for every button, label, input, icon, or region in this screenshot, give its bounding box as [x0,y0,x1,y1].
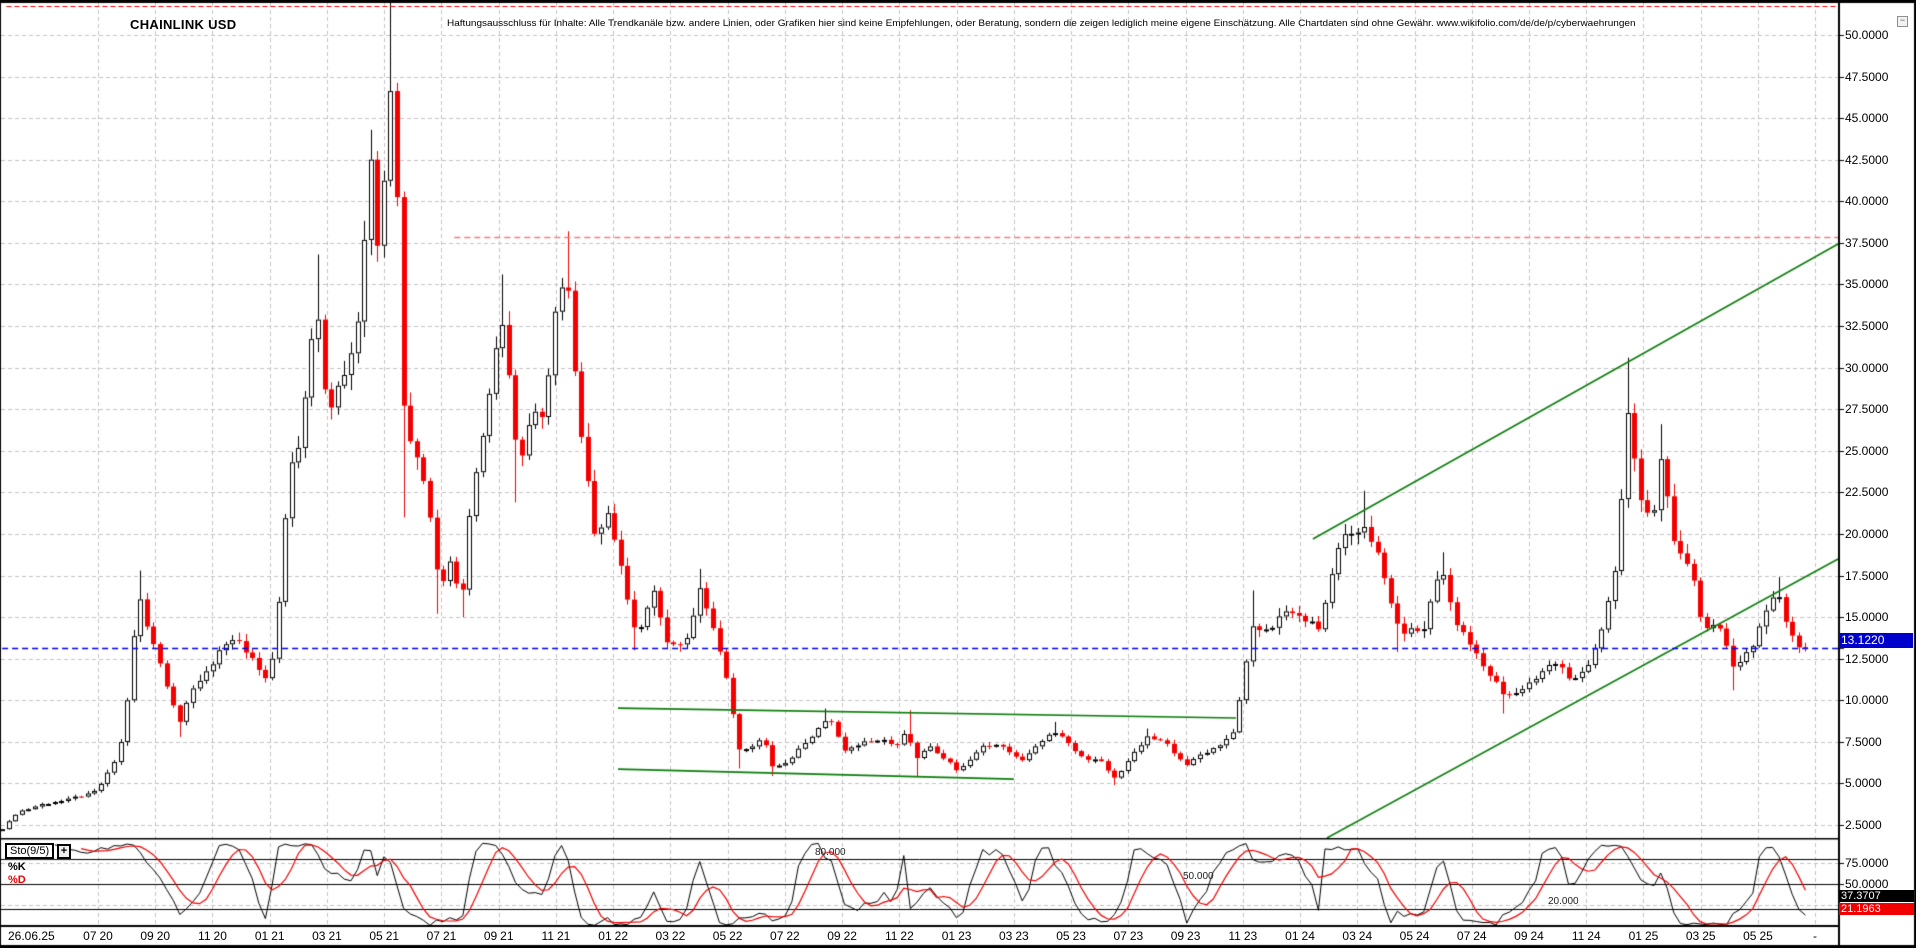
sto-d-legend: %D [8,874,26,886]
date-axis-label: 07 23 [1113,929,1144,943]
sto-level-label: 20.000 [1548,896,1579,907]
price-axis-label: 35.0000 [1845,277,1889,292]
date-axis-label: 05 22 [712,929,743,943]
date-axis-label: 01 21 [254,929,285,943]
price-axis-label: 10.0000 [1845,693,1889,708]
price-axis-label: 20.0000 [1845,526,1889,541]
price-axis-label: 2.5000 [1845,818,1882,832]
date-axis-label: 11 23 [1228,929,1258,943]
date-axis-label: 03 24 [1342,929,1373,943]
date-axis-label: 05 23 [1056,929,1086,943]
price-axis-label: 5.0000 [1845,776,1882,791]
price-axis-label: 17.5000 [1845,568,1889,583]
collapse-pane-icon[interactable]: − [1897,16,1908,27]
date-axis-label: 11 24 [1571,929,1601,943]
sto-level-label: 50.000 [1183,871,1214,882]
date-axis-label: 03 25 [1685,929,1716,943]
date-axis-label: 11 21 [541,929,571,943]
sto-k-legend: %K [8,861,26,873]
sto-axis-label: 75.0000 [1845,856,1889,870]
date-axis-label: 07 22 [770,929,800,943]
date-axis-label: 09 23 [1170,929,1201,943]
price-axis-label: 7.5000 [1845,734,1882,749]
date-axis-label: 01 23 [941,929,972,943]
date-axis-label: 07 20 [83,929,113,943]
price-axis-label: 47.5000 [1845,69,1889,84]
date-axis-label: 01 25 [1628,929,1659,943]
current-price-badge: 13.1220 [1839,633,1913,648]
disclaimer-text: Haftungsausschluss für Inhalte: Alle Tre… [447,18,1636,29]
date-axis-label: 05 25 [1743,929,1773,943]
date-axis-label: 11 20 [198,929,227,943]
date-axis-label: 09 21 [483,929,514,943]
price-axis-label: 15.0000 [1845,610,1889,625]
price-axis-label: 50.0000 [1845,28,1889,42]
date-axis-label: 01 22 [598,929,629,943]
date-axis-label: 05 21 [369,929,400,943]
date-axis-label: 11 22 [884,929,914,943]
chart-title: CHAINLINK USD [130,17,237,32]
date-axis-end-label: - [1813,929,1817,943]
price-axis-label: 12.5000 [1845,651,1889,666]
price-axis-label: 32.5000 [1845,319,1889,334]
price-axis-label: 37.5000 [1845,235,1889,250]
sto-d-value-badge: 21.1963 [1839,903,1914,915]
date-axis-label: 01 24 [1285,929,1315,943]
price-axis-label: 42.5000 [1845,152,1889,167]
date-axis-label: 09 20 [140,929,171,943]
price-axis-label: 25.0000 [1845,443,1889,458]
date-axis-label: 05 24 [1399,929,1430,943]
date-axis-label: 03 21 [312,929,342,943]
date-axis-label: 09 24 [1514,929,1544,943]
price-axis-label: 40.0000 [1845,194,1889,209]
sto-axis-label: 50.0000 [1845,877,1889,891]
date-axis-label: 03 23 [998,929,1029,943]
date-axis-label: 03 22 [655,929,686,943]
add-indicator-icon[interactable]: + [57,844,71,859]
price-axis-label: 45.0000 [1845,111,1889,126]
date-axis-label: 07 24 [1456,929,1487,943]
price-axis-label: 22.5000 [1845,485,1889,500]
sto-indicator-label[interactable]: Sto(9/5) [5,843,55,859]
sto-level-label: 80.000 [815,847,846,858]
date-axis-start-label: 26.06.25 [8,929,55,943]
price-axis-label: 27.5000 [1845,402,1889,417]
sto-k-value-badge: 37.3707 [1839,890,1914,902]
date-axis-label: 09 22 [827,929,857,943]
price-axis-label: 30.0000 [1845,360,1889,375]
date-axis-label: 07 21 [426,929,457,943]
